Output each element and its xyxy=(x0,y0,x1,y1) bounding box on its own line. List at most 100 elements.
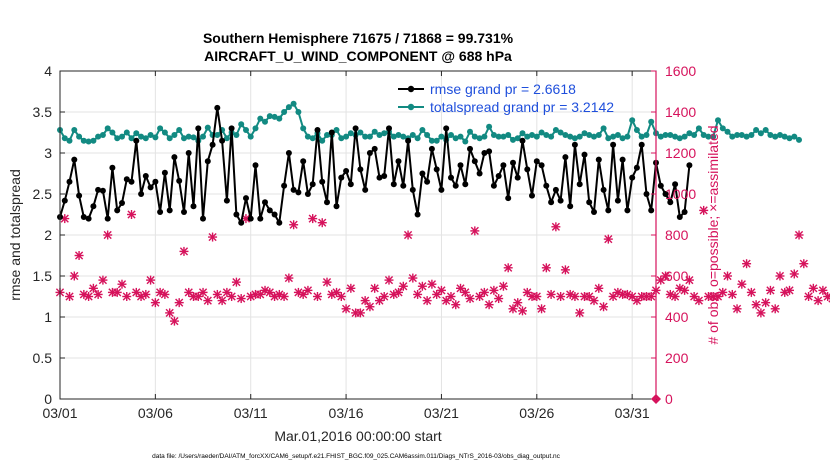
rmse-point xyxy=(390,181,397,188)
obs-count-point xyxy=(146,275,156,285)
obs-count-point xyxy=(661,271,671,281)
rmse-point xyxy=(510,159,516,166)
rmse-point xyxy=(281,182,288,189)
obs-count-point xyxy=(670,292,680,301)
spread-point xyxy=(757,130,764,137)
obs-count-point xyxy=(513,298,523,308)
obs-count-point xyxy=(808,283,818,293)
rmse-point xyxy=(324,199,330,206)
spread-point xyxy=(490,132,497,138)
spread-point xyxy=(505,132,512,138)
spread-point xyxy=(243,127,249,133)
spread-point xyxy=(672,133,679,140)
rmse-point xyxy=(257,215,264,222)
spread-point xyxy=(371,128,378,135)
spread-point xyxy=(95,133,102,140)
spread-point xyxy=(324,132,330,138)
obs-count-point xyxy=(827,294,830,303)
rmse-point xyxy=(424,178,431,185)
spread-point xyxy=(99,132,106,138)
spread-point xyxy=(538,129,545,136)
spread-point xyxy=(276,115,283,122)
rmse-point xyxy=(562,154,569,161)
obs-count-point xyxy=(508,304,518,314)
obs-count-point xyxy=(413,289,423,299)
spread-point xyxy=(281,109,288,115)
obs-count-point xyxy=(503,263,513,273)
spread-point xyxy=(548,133,555,140)
obs-count-point xyxy=(804,292,814,301)
y-left-tick-label: 0.5 xyxy=(33,350,53,366)
spread-point xyxy=(357,129,364,136)
rmse-point xyxy=(219,137,226,144)
spread-point xyxy=(662,132,669,138)
spread-point xyxy=(343,133,350,140)
spread-point xyxy=(214,132,221,138)
spread-point xyxy=(114,135,121,142)
rmse-point xyxy=(314,127,321,133)
legend-spread-label: totalspread grand pr = 3.2142 xyxy=(430,99,614,115)
obs-count-point xyxy=(427,279,437,289)
rmse-point xyxy=(443,125,450,132)
y-left-tick-label: 3 xyxy=(44,145,52,161)
rmse-point xyxy=(476,170,483,177)
rmse-point xyxy=(681,209,688,215)
obs-count-point xyxy=(88,283,98,293)
spread-point xyxy=(157,125,164,132)
spread-point xyxy=(142,135,149,142)
spread-point xyxy=(724,128,731,135)
rmse-point xyxy=(71,156,78,163)
obs-count-point xyxy=(498,281,508,291)
spread-point xyxy=(681,133,688,140)
obs-count-point xyxy=(403,230,413,240)
rmse-point xyxy=(676,214,683,220)
spread-point xyxy=(400,133,407,140)
rmse-point xyxy=(309,181,316,188)
rmse-point xyxy=(672,181,679,188)
obs-count-point xyxy=(227,292,237,301)
obs-count-point xyxy=(217,296,227,306)
spread-point xyxy=(133,130,140,137)
y-left-tick-label: 4 xyxy=(44,63,52,79)
rmse-point xyxy=(247,215,254,222)
spread-point xyxy=(743,133,750,140)
spread-point xyxy=(185,133,192,140)
rmse-point xyxy=(366,150,373,156)
rmse-point xyxy=(228,125,235,132)
spread-point xyxy=(319,137,326,144)
rmse-point xyxy=(667,199,674,206)
obs-count-point xyxy=(684,275,694,285)
spread-point xyxy=(300,125,307,132)
rmse-point xyxy=(214,104,221,111)
obs-count-point xyxy=(451,300,461,310)
spread-point xyxy=(128,135,135,142)
obs-count-point xyxy=(332,287,342,297)
spread-point xyxy=(223,135,230,142)
spread-point xyxy=(519,130,526,137)
rmse-point xyxy=(161,169,168,176)
obs-count-point xyxy=(694,296,704,306)
obs-count-point xyxy=(627,292,637,301)
rmse-point xyxy=(271,211,278,218)
spread-point xyxy=(695,125,702,132)
spread-point xyxy=(424,132,431,138)
obs-count-point xyxy=(165,308,175,318)
y-left-tick-label: 2 xyxy=(44,227,52,243)
spread-point xyxy=(190,134,197,141)
rmse-point xyxy=(662,191,669,197)
rmse-point xyxy=(304,191,311,197)
rmse-point xyxy=(457,162,464,169)
obs-count-point xyxy=(460,287,470,297)
obs-count-point xyxy=(236,294,246,304)
spread-point xyxy=(691,132,698,138)
rmse-point xyxy=(285,150,292,156)
spread-point xyxy=(500,133,507,140)
obs-count-point xyxy=(160,289,170,299)
obs-count-point xyxy=(775,271,785,281)
rmse-point xyxy=(262,199,268,206)
rmse-point xyxy=(471,158,478,165)
rmse-point xyxy=(223,197,230,204)
obs-count-point xyxy=(680,285,690,295)
obs-count-point xyxy=(69,271,79,281)
spread-point xyxy=(419,127,426,133)
